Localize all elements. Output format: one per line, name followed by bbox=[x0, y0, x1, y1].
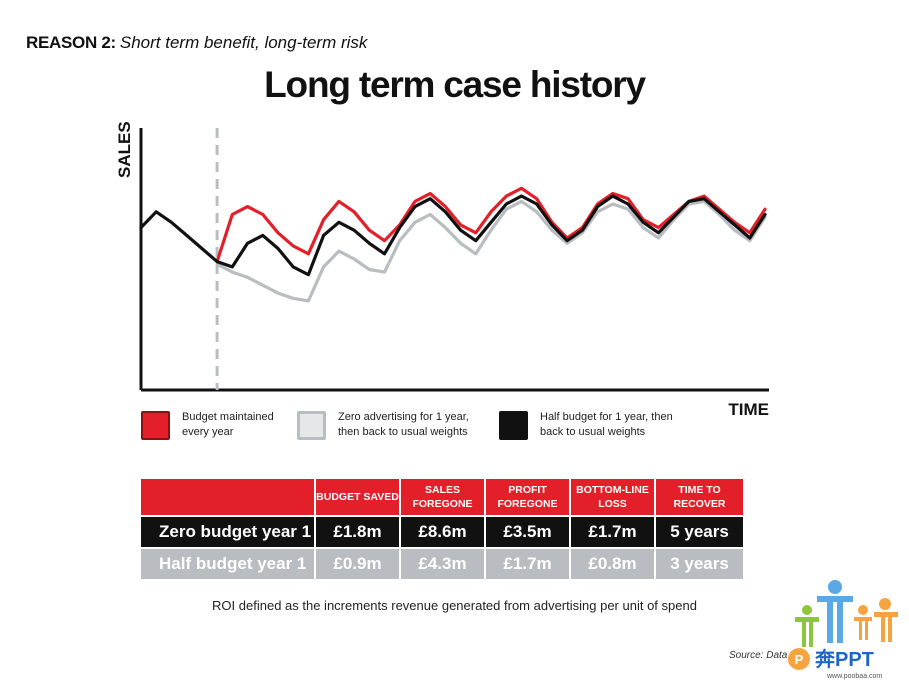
svg-text:P: P bbox=[795, 652, 804, 667]
row-label: Zero budget year 1 bbox=[141, 515, 314, 547]
table-cell: £1.8m bbox=[316, 515, 399, 547]
series-line bbox=[215, 194, 767, 277]
table-row: Zero budget year 1 £1.8m £8.6m £3.5m £1.… bbox=[141, 515, 743, 547]
legend-swatch bbox=[141, 410, 170, 440]
footnote: ROI defined as the increments revenue ge… bbox=[212, 598, 697, 613]
watermark-brand: 奔PPT bbox=[814, 647, 874, 671]
plot-area bbox=[139, 128, 769, 392]
table-cell: £8.6m bbox=[401, 515, 484, 547]
table-cell: £0.8m bbox=[571, 547, 654, 579]
legend-label: Zero advertising for 1 year, then back t… bbox=[338, 411, 469, 438]
series-line bbox=[215, 186, 767, 264]
legend-item-zero-advertising: Zero advertising for 1 year, then back t… bbox=[297, 410, 488, 440]
chart-title: Long term case history bbox=[264, 64, 646, 105]
legend-swatch bbox=[499, 410, 528, 440]
table-header-cell: SALES FOREGONE bbox=[401, 479, 484, 515]
x-axis-label: TIME bbox=[728, 400, 769, 419]
table-header-cell: PROFIT FOREGONE bbox=[486, 479, 569, 515]
table-header-cell: BUDGET SAVED bbox=[316, 479, 399, 515]
series-line bbox=[215, 199, 767, 303]
legend-swatch bbox=[297, 410, 326, 440]
table-cell: 3 years bbox=[656, 547, 743, 579]
reason-text: Short term benefit, long-term risk bbox=[119, 33, 368, 52]
cost-table: BUDGET SAVED SALES FOREGONE PROFIT FOREG… bbox=[139, 479, 745, 579]
table-header-cell: TIME TO RECOVER bbox=[656, 479, 743, 515]
table-cell: £0.9m bbox=[316, 547, 399, 579]
y-axis-label: SALES bbox=[115, 121, 134, 178]
legend-label: Budget maintained every year bbox=[182, 411, 274, 438]
watermark-logo: P 奔PPT www.poobaa.com bbox=[788, 580, 898, 680]
table-cell: £4.3m bbox=[401, 547, 484, 579]
source-note: Source: Data bbox=[729, 650, 788, 661]
table-row: Half budget year 1 £0.9m £4.3m £1.7m £0.… bbox=[141, 547, 743, 579]
table-cell: £3.5m bbox=[486, 515, 569, 547]
table-header-row: BUDGET SAVED SALES FOREGONE PROFIT FOREG… bbox=[141, 479, 743, 515]
legend-item-budget-maintained: Budget maintained every year bbox=[141, 410, 292, 440]
legend-item-half-budget: Half budget for 1 year, then back to usu… bbox=[499, 410, 690, 440]
legend-label: Half budget for 1 year, then back to usu… bbox=[540, 411, 673, 438]
table-header-empty bbox=[141, 479, 314, 515]
table-cell: 5 years bbox=[656, 515, 743, 547]
table-cell: £1.7m bbox=[486, 547, 569, 579]
reason-heading: REASON 2: Short term benefit, long-term r… bbox=[26, 33, 367, 53]
row-label: Half budget year 1 bbox=[141, 547, 314, 579]
reason-label: REASON 2: bbox=[26, 33, 116, 52]
table-header-cell: BOTTOM-LINE LOSS bbox=[571, 479, 654, 515]
table-cell: £1.7m bbox=[571, 515, 654, 547]
watermark-url: www.poobaa.com bbox=[826, 673, 882, 680]
series-line-pre-period bbox=[139, 210, 219, 264]
